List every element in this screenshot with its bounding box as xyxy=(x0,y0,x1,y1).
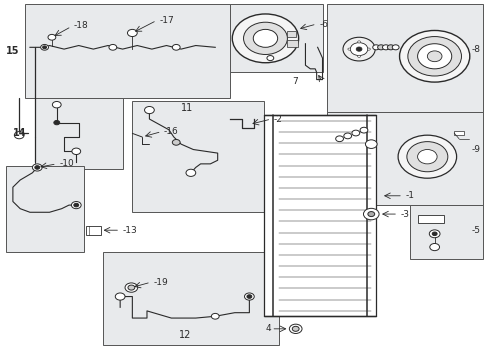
Circle shape xyxy=(52,102,61,108)
Circle shape xyxy=(41,44,48,50)
Bar xyxy=(287,31,296,37)
Bar xyxy=(453,131,463,135)
Text: -9: -9 xyxy=(470,145,479,154)
Circle shape xyxy=(399,31,469,82)
Text: -3: -3 xyxy=(400,210,408,219)
Circle shape xyxy=(74,203,79,207)
Circle shape xyxy=(253,30,277,47)
Text: -10: -10 xyxy=(59,159,74,168)
Circle shape xyxy=(391,45,398,50)
Circle shape xyxy=(246,295,251,298)
Text: 4: 4 xyxy=(265,324,271,333)
Text: -8: -8 xyxy=(470,45,479,54)
Circle shape xyxy=(35,166,40,169)
Bar xyxy=(327,112,483,205)
Text: -5: -5 xyxy=(470,226,479,235)
Text: -1: -1 xyxy=(405,191,413,200)
Bar xyxy=(327,4,483,112)
Circle shape xyxy=(407,37,461,76)
Text: 12: 12 xyxy=(178,330,191,340)
Bar xyxy=(5,166,83,252)
Bar xyxy=(103,252,278,345)
Circle shape xyxy=(125,283,138,292)
Circle shape xyxy=(417,149,436,164)
Circle shape xyxy=(386,45,393,50)
Bar xyxy=(132,101,264,212)
Circle shape xyxy=(72,148,81,154)
Bar xyxy=(86,226,101,235)
Bar xyxy=(264,116,375,316)
Circle shape xyxy=(417,44,451,69)
Text: 7: 7 xyxy=(292,77,298,86)
Text: -13: -13 xyxy=(122,226,137,235)
Circle shape xyxy=(292,326,299,331)
Circle shape xyxy=(32,164,42,171)
Text: 11: 11 xyxy=(181,103,193,113)
Circle shape xyxy=(289,324,302,333)
Circle shape xyxy=(266,55,273,60)
Circle shape xyxy=(244,293,254,300)
Circle shape xyxy=(144,107,154,114)
Circle shape xyxy=(428,230,439,238)
Circle shape xyxy=(115,293,125,300)
Text: -6: -6 xyxy=(319,19,327,28)
Circle shape xyxy=(211,314,219,319)
Circle shape xyxy=(54,121,60,125)
Circle shape xyxy=(366,48,369,50)
Circle shape xyxy=(357,41,360,43)
Circle shape xyxy=(377,45,384,50)
Text: -2: -2 xyxy=(273,114,282,123)
Circle shape xyxy=(406,141,447,172)
Text: -18: -18 xyxy=(74,21,88,30)
Circle shape xyxy=(48,35,56,40)
Circle shape xyxy=(357,55,360,57)
Circle shape xyxy=(349,42,367,55)
Text: -16: -16 xyxy=(163,127,179,136)
Circle shape xyxy=(71,202,81,209)
Bar xyxy=(35,98,122,169)
Circle shape xyxy=(185,169,195,176)
Bar xyxy=(25,4,229,98)
Circle shape xyxy=(359,127,367,133)
Circle shape xyxy=(128,285,135,290)
Circle shape xyxy=(427,51,441,62)
Circle shape xyxy=(172,139,180,145)
Text: 15: 15 xyxy=(5,46,19,56)
Circle shape xyxy=(363,208,378,220)
Circle shape xyxy=(355,47,361,51)
Circle shape xyxy=(372,45,379,50)
Circle shape xyxy=(232,14,298,63)
Circle shape xyxy=(429,243,439,251)
Circle shape xyxy=(347,48,350,50)
Circle shape xyxy=(172,44,180,50)
Circle shape xyxy=(342,37,374,61)
Circle shape xyxy=(367,212,374,217)
Text: -17: -17 xyxy=(159,16,174,25)
Text: -19: -19 xyxy=(153,278,168,287)
Text: 14: 14 xyxy=(13,129,26,138)
Circle shape xyxy=(365,140,376,148)
Circle shape xyxy=(431,232,436,235)
Bar xyxy=(287,40,298,47)
Circle shape xyxy=(14,132,24,139)
Circle shape xyxy=(351,130,359,136)
Circle shape xyxy=(243,22,287,54)
Circle shape xyxy=(42,46,46,49)
Bar xyxy=(409,205,483,259)
Bar xyxy=(417,215,444,223)
Circle shape xyxy=(343,133,351,139)
Circle shape xyxy=(397,135,456,178)
Circle shape xyxy=(382,45,388,50)
Circle shape xyxy=(335,136,343,141)
Bar xyxy=(229,4,322,72)
Circle shape xyxy=(127,30,137,37)
Circle shape xyxy=(109,44,117,50)
